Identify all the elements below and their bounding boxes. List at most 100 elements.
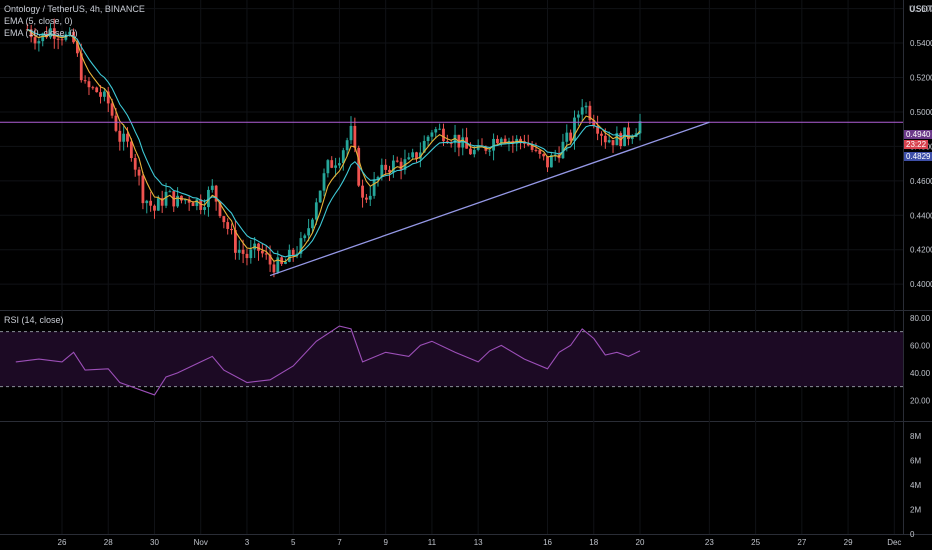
candle-body xyxy=(341,150,345,164)
candle-body xyxy=(118,130,122,142)
x-tick-label: 18 xyxy=(589,538,598,547)
candle-body xyxy=(399,161,403,170)
candle-body xyxy=(141,175,145,204)
candle-body xyxy=(469,148,472,155)
x-tick-label: 11 xyxy=(428,538,437,547)
x-tick-label: 9 xyxy=(383,538,388,547)
candle-body xyxy=(526,143,530,146)
x-tick-label: 28 xyxy=(104,538,113,547)
candle-body xyxy=(472,149,476,155)
candle-body xyxy=(156,198,160,211)
volume-tick-label: 4M xyxy=(910,481,921,490)
x-tick-label: Nov xyxy=(194,538,208,547)
rsi-tick-label: 40.00 xyxy=(910,369,931,378)
candle-body xyxy=(322,173,326,191)
ema-fast-line xyxy=(26,28,641,263)
volume-tick-label: 0 xyxy=(910,530,915,539)
candle-body xyxy=(214,185,218,202)
candle-body xyxy=(260,250,264,254)
candle-body xyxy=(168,191,172,193)
candle-body xyxy=(549,155,553,168)
ema-price-tag: 0.4829 xyxy=(904,152,932,161)
candle-body xyxy=(276,257,280,273)
candle-body xyxy=(299,238,303,254)
candle-body xyxy=(129,141,133,159)
candle-body xyxy=(303,235,307,239)
candle-body xyxy=(345,140,349,151)
x-tick-label: 25 xyxy=(751,538,760,547)
candle-body xyxy=(33,37,37,44)
countdown-tag: 23:22 xyxy=(904,140,929,149)
candle-body xyxy=(280,257,284,264)
candle-body xyxy=(388,169,391,173)
candle-body xyxy=(79,53,83,81)
candle-body xyxy=(145,200,149,204)
candle-body xyxy=(37,41,41,44)
candle-body xyxy=(426,136,430,141)
candle-body xyxy=(60,39,64,41)
candle-body xyxy=(295,253,299,256)
candle-body xyxy=(52,28,56,39)
candle-body xyxy=(245,253,249,259)
candle-body xyxy=(638,121,642,134)
candle-body xyxy=(338,163,341,166)
candle-body xyxy=(534,149,538,151)
candle-body xyxy=(56,38,60,40)
candle-body xyxy=(445,141,449,143)
candle-body xyxy=(611,140,615,146)
candle-body xyxy=(496,138,499,144)
candle-body xyxy=(349,125,353,141)
candle-body xyxy=(576,114,580,118)
candle-body xyxy=(284,261,287,264)
candle-body xyxy=(630,136,634,140)
candle-body xyxy=(361,185,364,198)
candle-body xyxy=(449,142,453,144)
candle-body xyxy=(102,91,106,97)
last-price-tag: 0.4940 xyxy=(904,130,932,139)
candle-body xyxy=(542,153,546,157)
candle-body xyxy=(561,141,565,159)
candle-body xyxy=(207,189,210,208)
x-tick-label: 30 xyxy=(150,538,159,547)
rsi-title: RSI (14, close) xyxy=(4,315,64,325)
ema-slow-legend: EMA (10, close, 0) xyxy=(4,28,78,38)
candle-body xyxy=(272,264,276,273)
candle-body xyxy=(330,160,334,168)
trendline xyxy=(269,121,710,277)
candle-body xyxy=(588,105,592,121)
candle-body xyxy=(492,138,495,151)
candle-body xyxy=(519,138,522,142)
candle-body xyxy=(122,133,126,142)
candle-body xyxy=(488,150,492,152)
candle-body xyxy=(187,199,191,203)
candle-body xyxy=(191,202,195,207)
candle-body xyxy=(307,228,311,236)
candle-body xyxy=(415,152,418,159)
candle-body xyxy=(160,198,164,206)
candle-body xyxy=(372,179,376,196)
candle-body xyxy=(326,160,330,174)
candle-body xyxy=(137,169,141,176)
candle-body xyxy=(237,249,241,253)
rsi-tick-label: 20.00 xyxy=(910,396,931,405)
candle-body xyxy=(391,160,395,173)
candle-body xyxy=(376,177,380,180)
candle-body xyxy=(603,135,607,143)
candle-body xyxy=(438,128,442,130)
candle-body xyxy=(268,254,272,265)
candle-body xyxy=(234,230,237,253)
candle-body xyxy=(442,128,445,142)
candle-body xyxy=(180,195,183,201)
candle-body xyxy=(106,91,110,104)
candle-body xyxy=(126,133,129,142)
candle-body xyxy=(584,105,588,108)
rsi-band xyxy=(0,331,903,387)
x-tick-label: 29 xyxy=(844,538,853,547)
candle-body xyxy=(218,201,222,217)
candle-body xyxy=(368,195,372,200)
candle-body xyxy=(176,195,179,207)
